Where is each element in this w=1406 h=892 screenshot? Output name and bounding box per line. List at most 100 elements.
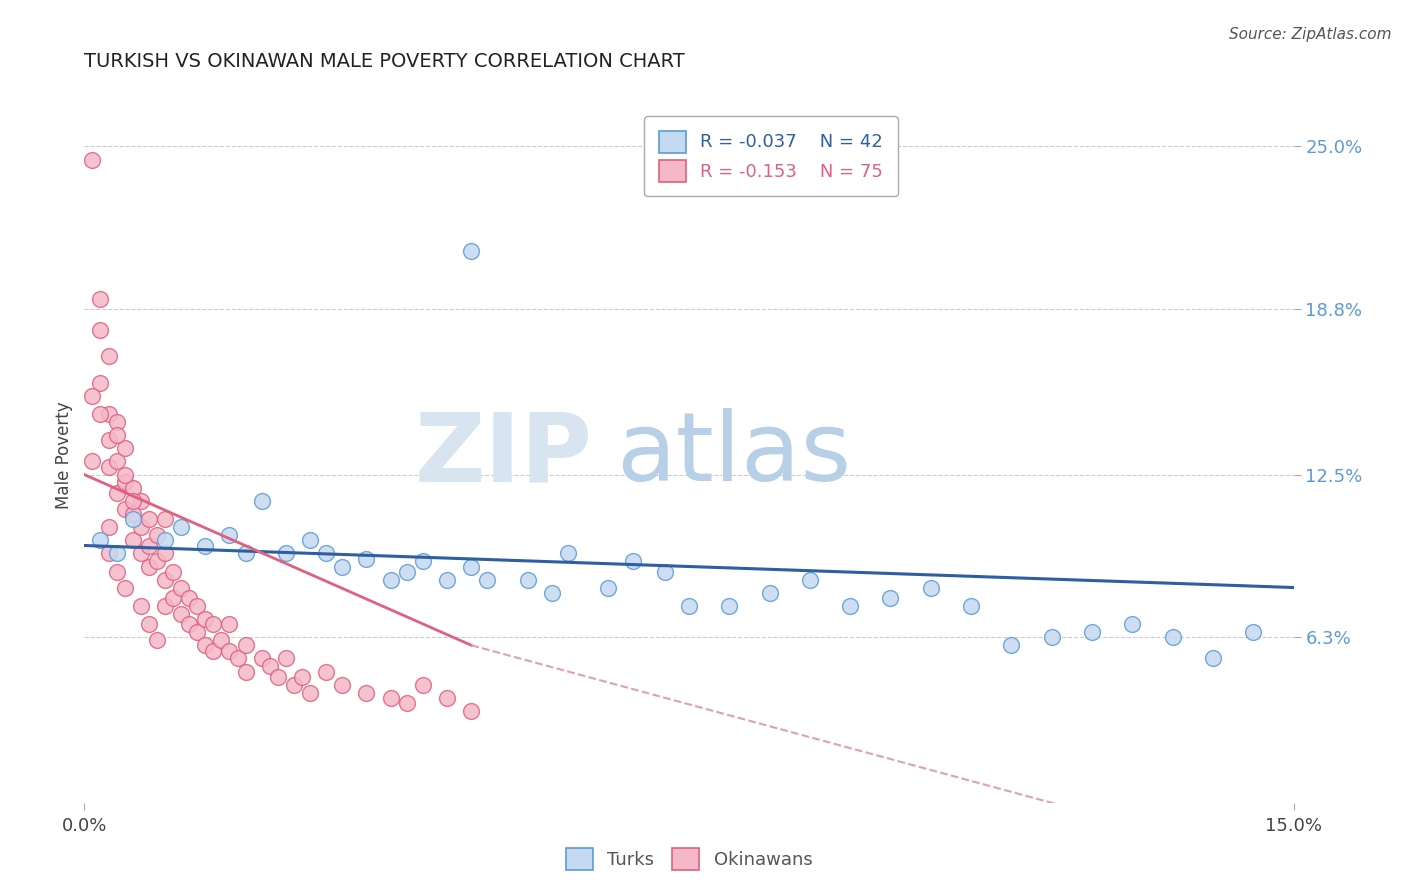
Y-axis label: Male Poverty: Male Poverty bbox=[55, 401, 73, 508]
Point bbox=[105, 415, 128, 429]
Text: TURKISH VS OKINAWAN MALE POVERTY CORRELATION CHART: TURKISH VS OKINAWAN MALE POVERTY CORRELA… bbox=[84, 53, 685, 71]
Point bbox=[89, 323, 111, 337]
Point bbox=[541, 586, 564, 600]
Point bbox=[170, 581, 193, 595]
Point bbox=[235, 638, 257, 652]
Point bbox=[121, 494, 143, 508]
Point bbox=[146, 633, 169, 648]
Point bbox=[194, 638, 217, 652]
Text: Source: ZipAtlas.com: Source: ZipAtlas.com bbox=[1229, 27, 1392, 42]
Point bbox=[170, 520, 193, 534]
Point bbox=[97, 546, 120, 560]
Point bbox=[89, 533, 111, 548]
Point bbox=[121, 507, 143, 521]
Point bbox=[153, 546, 176, 560]
Point bbox=[299, 685, 322, 699]
Point bbox=[105, 486, 128, 500]
Point bbox=[89, 407, 111, 421]
Point bbox=[129, 520, 152, 534]
Point bbox=[138, 617, 160, 632]
Point bbox=[291, 670, 314, 684]
Point bbox=[114, 501, 136, 516]
Point bbox=[960, 599, 983, 613]
Point bbox=[82, 454, 104, 468]
Point bbox=[153, 512, 176, 526]
Point bbox=[283, 678, 305, 692]
Point bbox=[153, 573, 176, 587]
Point bbox=[218, 528, 240, 542]
Point bbox=[235, 546, 257, 560]
Point bbox=[129, 546, 152, 560]
Point bbox=[267, 670, 290, 684]
Point bbox=[460, 244, 482, 259]
Point bbox=[598, 581, 620, 595]
Point bbox=[114, 442, 136, 456]
Point bbox=[82, 153, 104, 167]
Point bbox=[218, 643, 240, 657]
Point bbox=[218, 617, 240, 632]
Point bbox=[356, 551, 378, 566]
Point bbox=[799, 573, 821, 587]
Point bbox=[235, 665, 257, 679]
Point bbox=[758, 586, 780, 600]
Point bbox=[97, 434, 120, 448]
Point bbox=[250, 494, 273, 508]
Point bbox=[226, 651, 249, 665]
Point bbox=[1121, 617, 1143, 632]
Point bbox=[129, 494, 152, 508]
Point bbox=[315, 665, 337, 679]
Point bbox=[1081, 625, 1104, 640]
Point bbox=[114, 581, 136, 595]
Point bbox=[202, 643, 225, 657]
Point bbox=[82, 389, 104, 403]
Point bbox=[460, 704, 482, 718]
Point bbox=[186, 599, 208, 613]
Point bbox=[170, 607, 193, 621]
Point bbox=[920, 581, 942, 595]
Point bbox=[114, 467, 136, 482]
Point bbox=[97, 350, 120, 364]
Point bbox=[1000, 638, 1022, 652]
Point bbox=[621, 554, 644, 568]
Point bbox=[678, 599, 700, 613]
Point bbox=[839, 599, 862, 613]
Point bbox=[395, 565, 418, 579]
Point bbox=[121, 481, 143, 495]
Point bbox=[105, 546, 128, 560]
Point bbox=[356, 685, 378, 699]
Point bbox=[477, 573, 499, 587]
Point bbox=[654, 565, 676, 579]
Text: atlas: atlas bbox=[616, 409, 852, 501]
Point bbox=[153, 533, 176, 548]
Point bbox=[718, 599, 741, 613]
Point bbox=[146, 528, 169, 542]
Point bbox=[202, 617, 225, 632]
Text: ZIP: ZIP bbox=[415, 409, 592, 501]
Point bbox=[557, 546, 579, 560]
Point bbox=[395, 696, 418, 710]
Point bbox=[97, 520, 120, 534]
Point bbox=[1040, 631, 1063, 645]
Point bbox=[380, 690, 402, 705]
Point bbox=[1202, 651, 1225, 665]
Point bbox=[162, 565, 184, 579]
Point bbox=[274, 546, 297, 560]
Point bbox=[105, 565, 128, 579]
Point bbox=[330, 559, 353, 574]
Legend: Turks, Okinawans: Turks, Okinawans bbox=[558, 841, 820, 877]
Point bbox=[89, 376, 111, 390]
Point bbox=[97, 407, 120, 421]
Point bbox=[146, 554, 169, 568]
Point bbox=[412, 678, 434, 692]
Point bbox=[121, 512, 143, 526]
Point bbox=[259, 659, 281, 673]
Point bbox=[105, 428, 128, 442]
Point bbox=[412, 554, 434, 568]
Point bbox=[162, 591, 184, 605]
Point bbox=[105, 454, 128, 468]
Point bbox=[186, 625, 208, 640]
Point bbox=[460, 559, 482, 574]
Point bbox=[114, 475, 136, 490]
Point bbox=[121, 533, 143, 548]
Point bbox=[1241, 625, 1264, 640]
